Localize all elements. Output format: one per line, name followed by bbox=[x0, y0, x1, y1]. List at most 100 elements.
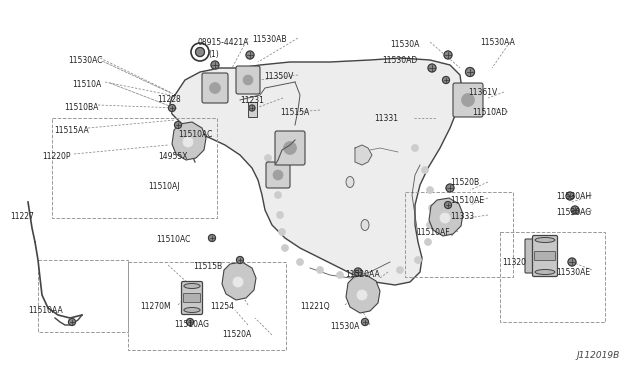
FancyBboxPatch shape bbox=[182, 282, 202, 314]
Circle shape bbox=[271, 171, 278, 179]
Text: 11515B: 11515B bbox=[193, 262, 222, 271]
Text: 11510AC: 11510AC bbox=[178, 130, 212, 139]
Text: 11515A: 11515A bbox=[280, 108, 309, 117]
Circle shape bbox=[233, 277, 243, 287]
Circle shape bbox=[264, 154, 271, 161]
Circle shape bbox=[424, 238, 431, 246]
FancyBboxPatch shape bbox=[275, 131, 305, 165]
Bar bbox=[38, 260, 128, 332]
Polygon shape bbox=[170, 58, 462, 285]
Bar bbox=[500, 232, 605, 322]
Circle shape bbox=[237, 257, 243, 263]
Circle shape bbox=[568, 258, 576, 266]
Text: 11510AJ: 11510AJ bbox=[148, 182, 179, 191]
Circle shape bbox=[282, 244, 289, 251]
Circle shape bbox=[243, 75, 253, 85]
Text: 11530AD: 11530AD bbox=[382, 56, 417, 65]
Text: 11361V: 11361V bbox=[468, 88, 497, 97]
Text: 11530AE: 11530AE bbox=[556, 268, 590, 277]
Text: 14955X: 14955X bbox=[158, 152, 188, 161]
FancyBboxPatch shape bbox=[453, 83, 483, 117]
Text: 11510AC: 11510AC bbox=[156, 235, 190, 244]
Text: 11530AH: 11530AH bbox=[556, 192, 591, 201]
Text: 11510BA: 11510BA bbox=[64, 103, 99, 112]
Text: 11530AC: 11530AC bbox=[68, 56, 102, 65]
Text: (1): (1) bbox=[208, 50, 219, 59]
Circle shape bbox=[249, 105, 255, 111]
Polygon shape bbox=[346, 275, 380, 313]
Circle shape bbox=[571, 206, 579, 214]
Text: 11331: 11331 bbox=[374, 114, 398, 123]
Text: 11530AA: 11530AA bbox=[480, 38, 515, 47]
Text: 11530AG: 11530AG bbox=[556, 208, 591, 217]
Circle shape bbox=[195, 48, 205, 57]
Circle shape bbox=[440, 213, 450, 223]
Circle shape bbox=[186, 318, 193, 326]
Ellipse shape bbox=[184, 283, 200, 289]
Circle shape bbox=[337, 272, 344, 279]
Circle shape bbox=[362, 318, 369, 326]
Text: 11320: 11320 bbox=[502, 258, 526, 267]
Text: 11510AD: 11510AD bbox=[472, 108, 507, 117]
Circle shape bbox=[175, 122, 182, 128]
Circle shape bbox=[183, 137, 193, 147]
FancyBboxPatch shape bbox=[236, 66, 260, 94]
Text: 11510AF: 11510AF bbox=[416, 228, 450, 237]
Circle shape bbox=[246, 51, 254, 59]
Circle shape bbox=[426, 221, 433, 228]
Text: 11515AA: 11515AA bbox=[54, 126, 89, 135]
Circle shape bbox=[284, 141, 296, 154]
Circle shape bbox=[354, 268, 362, 276]
Text: 11350V: 11350V bbox=[264, 72, 293, 81]
Polygon shape bbox=[355, 145, 372, 165]
Text: 08915-4421A: 08915-4421A bbox=[198, 38, 250, 47]
Circle shape bbox=[422, 167, 429, 173]
Circle shape bbox=[357, 290, 367, 300]
Ellipse shape bbox=[346, 176, 354, 187]
Text: 11510AA: 11510AA bbox=[28, 306, 63, 315]
Text: 11530AB: 11530AB bbox=[252, 35, 287, 44]
Ellipse shape bbox=[535, 237, 555, 243]
FancyBboxPatch shape bbox=[248, 102, 257, 116]
Circle shape bbox=[211, 61, 219, 69]
Circle shape bbox=[444, 51, 452, 59]
Bar bbox=[405, 192, 513, 277]
Text: 11227: 11227 bbox=[10, 212, 34, 221]
Ellipse shape bbox=[361, 219, 369, 231]
Ellipse shape bbox=[184, 308, 200, 312]
Circle shape bbox=[426, 186, 433, 193]
Text: 11510AE: 11510AE bbox=[450, 196, 484, 205]
Circle shape bbox=[445, 202, 451, 208]
Text: 11220P: 11220P bbox=[42, 152, 70, 161]
Polygon shape bbox=[222, 262, 256, 300]
Ellipse shape bbox=[535, 269, 555, 275]
Polygon shape bbox=[429, 198, 463, 236]
Circle shape bbox=[275, 192, 282, 199]
Text: 11510A: 11510A bbox=[72, 80, 101, 89]
Text: 11520AA: 11520AA bbox=[345, 270, 380, 279]
Text: 11530A: 11530A bbox=[390, 40, 419, 49]
Circle shape bbox=[68, 318, 76, 326]
Text: 11520B: 11520B bbox=[450, 178, 479, 187]
Text: 11530A: 11530A bbox=[330, 322, 360, 331]
FancyBboxPatch shape bbox=[184, 294, 200, 302]
Text: 11221Q: 11221Q bbox=[300, 302, 330, 311]
Text: 11254: 11254 bbox=[210, 302, 234, 311]
Text: 11333: 11333 bbox=[450, 212, 474, 221]
FancyBboxPatch shape bbox=[266, 162, 290, 188]
Circle shape bbox=[412, 144, 419, 151]
Text: 11270M: 11270M bbox=[140, 302, 171, 311]
Text: 11228: 11228 bbox=[157, 95, 180, 104]
Circle shape bbox=[461, 93, 474, 106]
Text: 11510AG: 11510AG bbox=[174, 320, 209, 329]
Circle shape bbox=[397, 266, 403, 273]
Bar bbox=[128, 262, 286, 350]
Circle shape bbox=[209, 234, 216, 241]
Circle shape bbox=[276, 212, 284, 218]
Polygon shape bbox=[172, 122, 206, 160]
Circle shape bbox=[168, 105, 175, 112]
FancyBboxPatch shape bbox=[202, 73, 228, 103]
Text: J112019B: J112019B bbox=[577, 351, 620, 360]
Circle shape bbox=[442, 77, 449, 83]
Bar bbox=[52, 118, 217, 218]
